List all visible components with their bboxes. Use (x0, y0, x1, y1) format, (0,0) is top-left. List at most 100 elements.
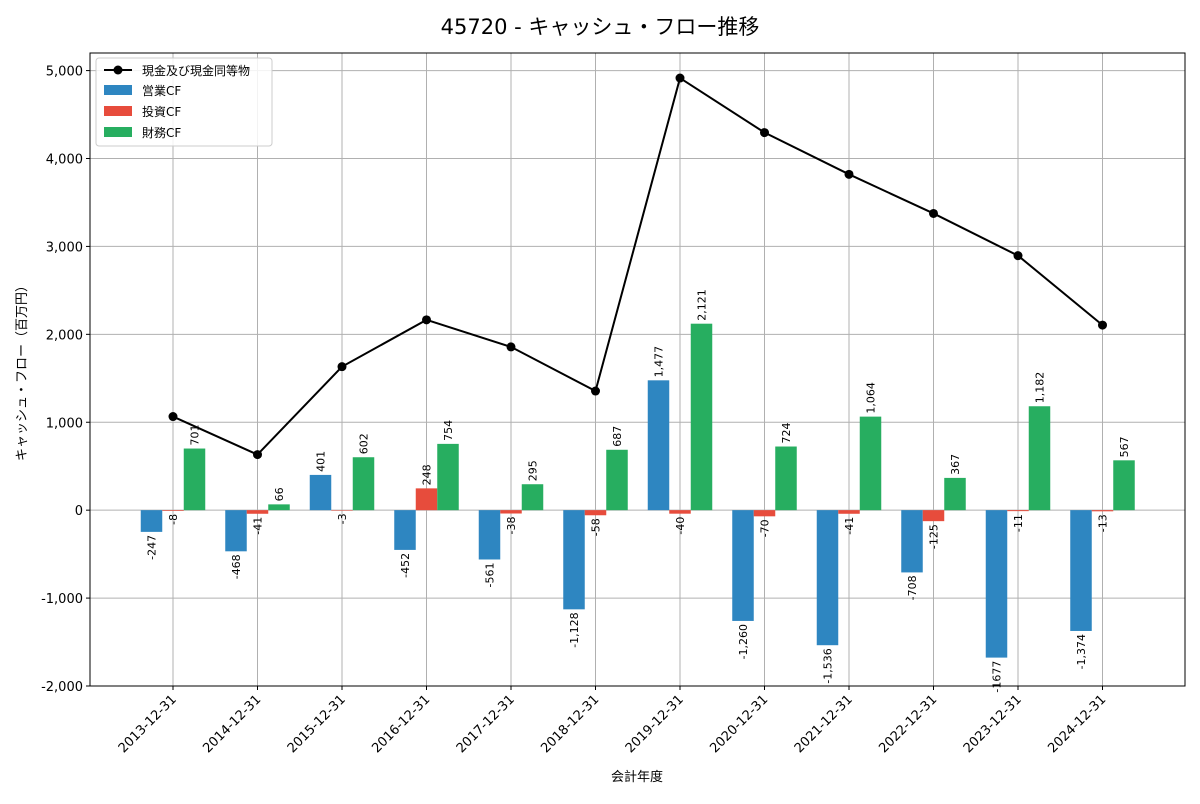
cash-point (760, 128, 769, 138)
bar-value-label: 602 (358, 433, 371, 454)
y-tick-label: 4,000 (46, 153, 83, 168)
bar-value-label: -11 (1012, 514, 1025, 532)
bar-value-label: 367 (949, 454, 962, 475)
bar (225, 510, 247, 552)
bar-value-label: -3 (336, 513, 349, 524)
legend-swatch-investing (104, 106, 132, 116)
bar (478, 510, 501, 560)
bar-value-label: -8 (167, 514, 180, 525)
bar-value-label: 724 (780, 423, 793, 444)
bar (606, 449, 628, 511)
bar (690, 323, 713, 511)
bar-value-label: 401 (315, 451, 328, 472)
legend-line-marker (113, 65, 123, 75)
bar (268, 504, 290, 511)
bar (246, 510, 269, 514)
bar (838, 510, 860, 514)
x-tick-label: 2014-12-31 (200, 692, 264, 756)
bar-value-label: -41 (252, 517, 265, 535)
bar (1007, 510, 1029, 512)
cash-point (253, 450, 262, 460)
cash-point (675, 73, 685, 83)
y-tick-label: 5,000 (46, 65, 83, 80)
bar-value-label: -41 (843, 517, 856, 535)
bar-value-label: -58 (590, 518, 603, 536)
bar-value-label: -1,374 (1075, 634, 1088, 669)
bar (437, 443, 459, 511)
cash-line (172, 76, 1104, 456)
bar-value-label: -1677 (991, 661, 1004, 693)
bar-value-label: -708 (906, 575, 919, 600)
bar-value-label: -38 (505, 517, 518, 535)
cash-point (1098, 320, 1107, 330)
bar (669, 510, 691, 514)
cash-point (844, 169, 854, 179)
x-tick-label: 2024-12-31 (1045, 692, 1109, 756)
bar (394, 510, 416, 550)
y-tick-label: 3,000 (46, 240, 83, 255)
bar-value-label: 248 (421, 464, 434, 485)
y-tick-label: 2,000 (46, 328, 83, 343)
cash-point (929, 208, 938, 218)
bar-value-label: -40 (674, 517, 687, 535)
bar (563, 510, 585, 610)
bar-value-label: -13 (1097, 514, 1110, 532)
bar (922, 510, 945, 522)
x-tick-label: 2013-12-31 (116, 692, 180, 756)
x-tick-label: 2016-12-31 (369, 692, 433, 756)
x-tick-label: 2022-12-31 (876, 692, 940, 756)
bar (521, 484, 544, 511)
bar (331, 510, 353, 511)
bar (1113, 460, 1135, 511)
line-layer (168, 73, 1107, 460)
x-tick-label: 2018-12-31 (538, 692, 602, 756)
y-axis-label: キャッシュ・フロー（百万円） (15, 279, 30, 461)
legend: 現金及び現金同等物 営業CF 投資CF 財務CF (95, 57, 273, 147)
cash-point (1013, 251, 1023, 261)
bar (415, 488, 438, 511)
x-tick-label: 2020-12-31 (707, 692, 771, 756)
legend-label-cash: 現金及び現金同等物 (142, 63, 250, 78)
bar-value-label: 295 (527, 460, 540, 481)
y-tick-label: -2,000 (41, 680, 83, 695)
bar-value-label: -70 (759, 519, 772, 537)
chart-title: 45720 - キャッシュ・フロー推移 (441, 15, 760, 39)
legend-swatch-financing (104, 127, 132, 137)
x-tick-label: 2017-12-31 (454, 692, 518, 756)
legend-swatch-operating (104, 85, 132, 95)
bar-layer (140, 323, 1135, 658)
bar-value-label: -1,260 (737, 624, 750, 659)
cash-point (591, 386, 600, 396)
bar (859, 416, 882, 511)
bar (1091, 510, 1114, 512)
grid-layer (90, 53, 1185, 687)
legend-label-financing: 財務CF (142, 125, 181, 140)
y-tick-label: 0 (75, 504, 83, 519)
label-layer: -247 -468 401 -452 -561 -1,128 1,477 -1,260 -1,5… (146, 289, 1132, 692)
bar-value-label: -452 (399, 553, 412, 578)
bar-value-label: 2,121 (696, 289, 709, 321)
bar (352, 457, 375, 511)
x-axis-label: 会計年度 (611, 769, 663, 785)
bar-value-label: 567 (1118, 436, 1131, 457)
bar (647, 380, 670, 511)
bar-value-label: 754 (442, 420, 455, 441)
bar-value-label: -125 (928, 524, 941, 549)
cash-point (422, 315, 431, 325)
bar (944, 477, 966, 511)
bar (985, 510, 1008, 658)
bar (309, 474, 332, 511)
bar (816, 510, 839, 646)
bar (500, 510, 522, 514)
bar-value-label: 687 (611, 426, 624, 447)
bar-value-label: -468 (230, 554, 243, 579)
bar (901, 510, 923, 573)
axis-layer: -2,000 -1,000 0 1,000 2,000 3,000 4,000 5,000 20… (41, 65, 1109, 757)
bar-value-label: -247 (146, 535, 159, 560)
bar-value-label: 1,477 (653, 346, 666, 378)
bar (584, 510, 607, 516)
cash-point (337, 362, 347, 372)
x-tick-label: 2015-12-31 (285, 692, 349, 756)
y-tick-label: -1,000 (41, 592, 83, 607)
